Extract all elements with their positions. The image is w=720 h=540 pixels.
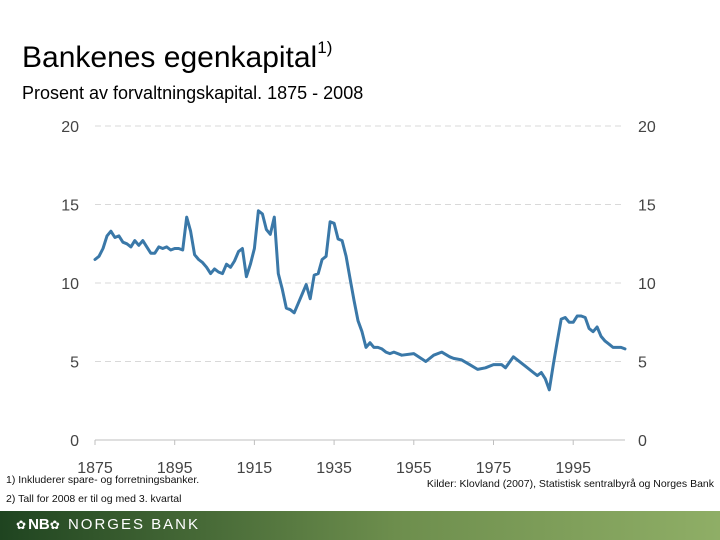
y-tick-right-10: 10 (638, 276, 656, 293)
x-tick-label-1895: 1895 (157, 460, 193, 477)
y-tick-left-5: 5 (70, 355, 79, 372)
logo-wordmark: NORGES BANK (67, 516, 200, 533)
x-tick-label-1955: 1955 (396, 460, 432, 477)
footnote-2: 2) Tall for 2008 er til og med 3. kvarta… (6, 493, 182, 505)
y-tick-right-5: 5 (638, 355, 647, 372)
y-tick-right-0: 0 (638, 433, 647, 450)
y-tick-left-10: 10 (61, 276, 79, 293)
source-note: Kilder: Klovland (2007), Statistisk sent… (426, 478, 714, 490)
logo-ornament-icon: ✿ (16, 518, 29, 532)
y-tick-left-15: 15 (61, 198, 79, 215)
footnote-1: 1) Inkluderer spare- og forretningsbanke… (6, 474, 200, 486)
x-tick-label-1875: 1875 (77, 460, 113, 477)
y-axis-left: 0 5 10 15 20 (61, 119, 79, 450)
y-tick-right-15: 15 (638, 198, 656, 215)
gridlines (95, 125, 625, 441)
logo-mark: NB (28, 516, 50, 533)
equity-ratio-series-line (93, 209, 627, 392)
y-tick-right-20: 20 (638, 119, 656, 136)
title-footnote-mark: 1) (317, 38, 333, 57)
logo-ornament-icon-right: ✿ (49, 518, 62, 532)
chart-title: Bankenes egenkapital1) (22, 38, 333, 74)
y-axis-right: 0 5 10 15 20 (638, 119, 656, 450)
x-axis: 1875 1895 1915 1935 1955 1975 1995 (77, 440, 591, 477)
y-tick-left-20: 20 (61, 119, 79, 136)
footer-bar: ✿NB✿ NORGES BANK (0, 511, 720, 540)
norges-bank-logo: ✿NB✿ NORGES BANK (16, 516, 200, 533)
x-tick-label-1915: 1915 (237, 460, 273, 477)
x-tick-label-1995: 1995 (555, 460, 591, 477)
x-tick-label-1975: 1975 (476, 460, 512, 477)
x-tick-label-1935: 1935 (316, 460, 352, 477)
y-tick-left-0: 0 (70, 433, 79, 450)
chart-subtitle: Prosent av forvaltningskapital. 1875 - 2… (22, 83, 364, 103)
